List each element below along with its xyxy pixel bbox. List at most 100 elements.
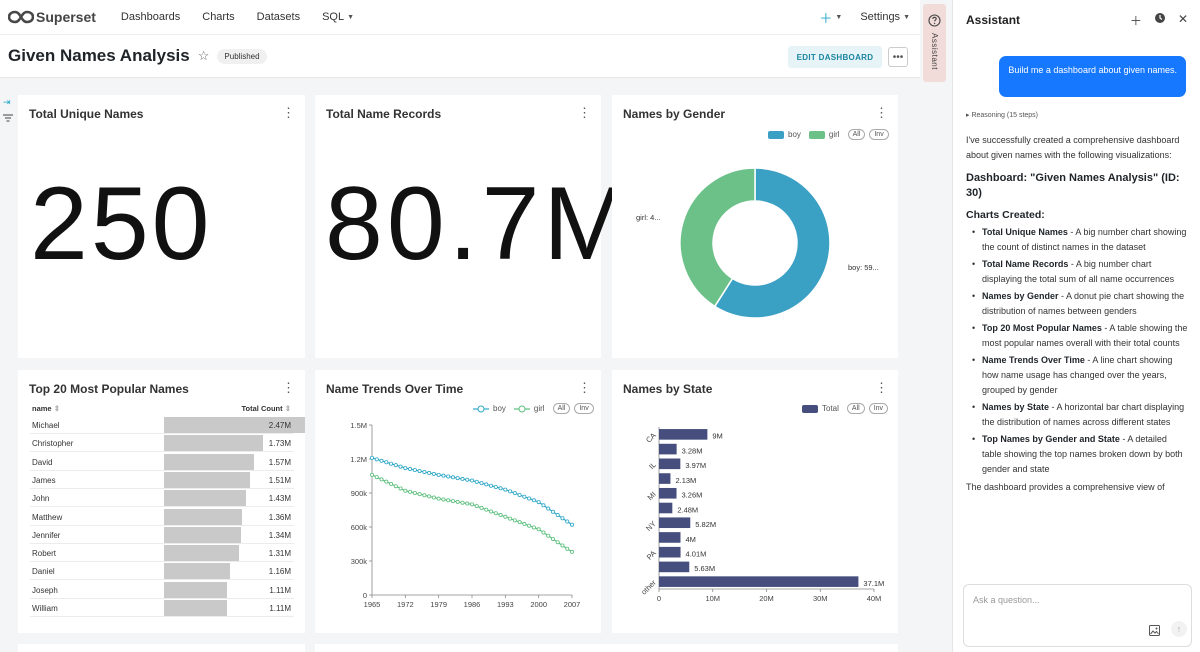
series-point-boy[interactable] bbox=[569, 522, 574, 527]
series-point-girl[interactable] bbox=[446, 498, 451, 503]
legend-marker-girl[interactable] bbox=[513, 405, 530, 413]
legend-marker-boy[interactable] bbox=[473, 405, 489, 413]
series-point-girl[interactable] bbox=[536, 527, 541, 532]
series-point-boy[interactable] bbox=[469, 478, 474, 483]
legend-all-button[interactable]: All bbox=[846, 403, 865, 414]
table-row[interactable]: David 1.57M bbox=[30, 453, 294, 471]
series-point-boy[interactable] bbox=[412, 468, 417, 473]
reasoning-toggle[interactable]: ▸ Reasoning (15 steps) bbox=[966, 111, 1038, 119]
series-point-girl[interactable] bbox=[398, 486, 403, 491]
table-row[interactable]: Daniel 1.16M bbox=[30, 562, 294, 581]
series-point-boy[interactable] bbox=[379, 458, 384, 463]
series-point-girl[interactable] bbox=[555, 540, 560, 545]
series-point-boy[interactable] bbox=[565, 519, 570, 524]
card-menu-icon[interactable]: ⋮ bbox=[875, 380, 888, 395]
series-point-girl[interactable] bbox=[412, 491, 417, 496]
series-point-girl[interactable] bbox=[512, 518, 517, 523]
bar[interactable] bbox=[659, 429, 708, 440]
table-row[interactable]: Robert 1.31M bbox=[30, 544, 294, 563]
close-icon[interactable]: ✕ bbox=[1177, 12, 1188, 26]
legend-invert-button[interactable]: Inv bbox=[868, 403, 889, 414]
series-point-boy[interactable] bbox=[474, 479, 479, 484]
series-point-boy[interactable] bbox=[427, 470, 432, 475]
table-row[interactable]: Christopher 1.73M bbox=[30, 434, 294, 453]
legend-invert-button[interactable]: Inv bbox=[574, 403, 594, 414]
series-point-boy[interactable] bbox=[479, 481, 484, 486]
pie-slice-boy[interactable] bbox=[713, 167, 831, 319]
send-button[interactable]: ↑ bbox=[1171, 621, 1187, 637]
series-point-boy[interactable] bbox=[417, 468, 422, 473]
series-point-girl[interactable] bbox=[374, 475, 379, 480]
bar[interactable] bbox=[659, 532, 681, 543]
card-menu-icon[interactable]: ⋮ bbox=[578, 380, 591, 395]
series-point-girl[interactable] bbox=[393, 484, 398, 489]
series-point-boy[interactable] bbox=[446, 474, 451, 479]
series-point-girl[interactable] bbox=[417, 492, 422, 497]
table-row[interactable]: James 1.51M bbox=[30, 471, 294, 489]
superset-logo[interactable]: Superset bbox=[8, 9, 96, 25]
legend-label-girl[interactable]: girl bbox=[828, 130, 840, 139]
legend-label-girl[interactable]: girl bbox=[533, 404, 545, 413]
table-row[interactable]: Michael 2.47M bbox=[30, 416, 305, 434]
legend-swatch-total[interactable] bbox=[802, 404, 818, 413]
series-point-boy[interactable] bbox=[531, 498, 536, 503]
status-badge[interactable]: Published bbox=[217, 48, 267, 64]
series-point-boy[interactable] bbox=[489, 483, 494, 488]
question-input[interactable] bbox=[973, 595, 1173, 605]
series-point-girl[interactable] bbox=[379, 477, 384, 482]
legend-swatch-boy[interactable] bbox=[768, 130, 784, 139]
series-point-girl[interactable] bbox=[441, 497, 446, 502]
series-point-boy[interactable] bbox=[460, 476, 465, 481]
series-point-boy[interactable] bbox=[441, 473, 446, 478]
series-point-girl[interactable] bbox=[474, 504, 479, 509]
bar[interactable] bbox=[659, 546, 681, 558]
series-point-girl[interactable] bbox=[389, 481, 394, 486]
series-point-girl[interactable] bbox=[450, 499, 455, 504]
series-point-girl[interactable] bbox=[460, 500, 465, 505]
series-point-girl[interactable] bbox=[455, 499, 460, 504]
series-point-boy[interactable] bbox=[555, 513, 560, 518]
series-point-girl[interactable] bbox=[508, 516, 513, 521]
series-point-girl[interactable] bbox=[403, 488, 408, 493]
more-options-button[interactable]: ••• bbox=[888, 47, 908, 67]
series-point-girl[interactable] bbox=[550, 536, 555, 541]
nav-datasets[interactable]: Datasets bbox=[256, 11, 301, 23]
legend-label-boy[interactable]: boy bbox=[493, 404, 506, 413]
settings-menu[interactable]: Settings ▼ bbox=[860, 11, 910, 23]
legend-all-button[interactable]: All bbox=[552, 403, 571, 414]
series-point-girl[interactable] bbox=[384, 479, 389, 484]
series-point-girl[interactable] bbox=[560, 543, 565, 548]
series-point-boy[interactable] bbox=[484, 482, 489, 487]
series-point-boy[interactable] bbox=[465, 477, 470, 482]
series-point-girl[interactable] bbox=[422, 493, 427, 498]
series-point-boy[interactable] bbox=[498, 486, 503, 491]
series-point-girl[interactable] bbox=[503, 514, 508, 519]
series-point-girl[interactable] bbox=[408, 489, 413, 494]
series-point-girl[interactable] bbox=[489, 509, 494, 514]
series-point-girl[interactable] bbox=[479, 505, 484, 510]
bar[interactable] bbox=[659, 458, 681, 470]
series-point-boy[interactable] bbox=[398, 464, 403, 469]
series-point-boy[interactable] bbox=[431, 471, 436, 476]
series-point-girl[interactable] bbox=[436, 496, 441, 501]
series-point-girl[interactable] bbox=[565, 546, 570, 551]
series-point-boy[interactable] bbox=[436, 472, 441, 477]
series-point-boy[interactable] bbox=[403, 466, 408, 471]
series-point-girl[interactable] bbox=[527, 523, 532, 528]
series-point-boy[interactable] bbox=[389, 461, 394, 466]
series-point-girl[interactable] bbox=[370, 472, 375, 477]
bar[interactable] bbox=[659, 487, 677, 499]
history-icon[interactable] bbox=[1154, 12, 1166, 24]
series-point-girl[interactable] bbox=[498, 513, 503, 518]
table-row[interactable]: Jennifer 1.34M bbox=[30, 526, 294, 544]
bar[interactable] bbox=[659, 443, 677, 455]
series-point-boy[interactable] bbox=[517, 492, 522, 497]
bar[interactable] bbox=[659, 473, 671, 484]
series-point-boy[interactable] bbox=[374, 457, 379, 462]
series-point-boy[interactable] bbox=[370, 455, 375, 460]
series-point-boy[interactable] bbox=[422, 469, 427, 474]
assistant-side-tab[interactable]: Assistant bbox=[923, 4, 946, 82]
series-point-girl[interactable] bbox=[431, 495, 436, 500]
table-row[interactable]: William 1.11M bbox=[30, 599, 294, 617]
series-point-boy[interactable] bbox=[550, 509, 555, 514]
